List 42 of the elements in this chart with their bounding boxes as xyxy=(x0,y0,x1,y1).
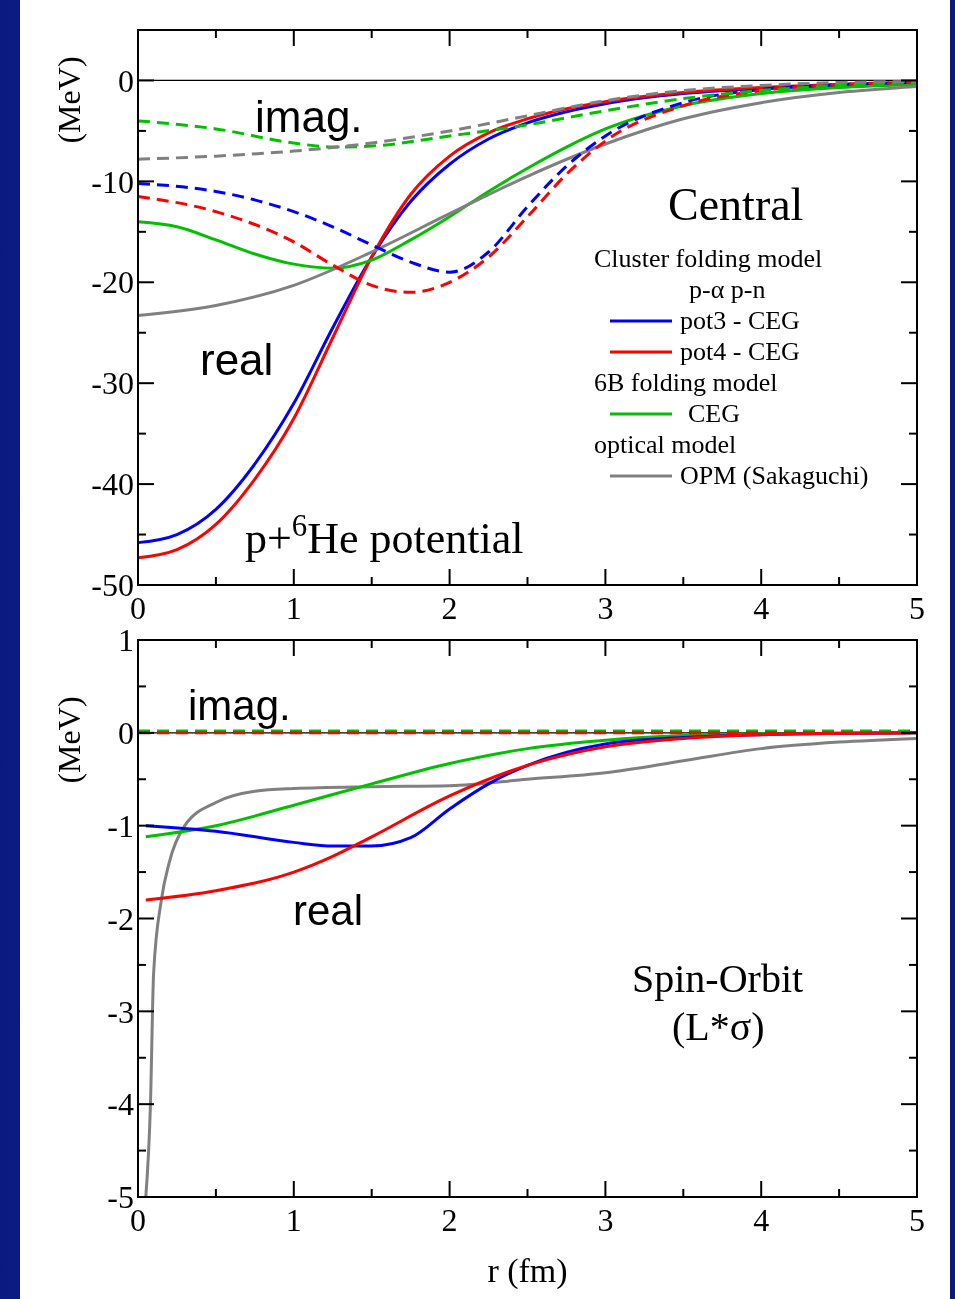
annotation: real xyxy=(293,887,364,934)
annotation: p+$^{6}$He potential xyxy=(245,509,524,563)
y-axis-title: (MeV) xyxy=(51,56,87,144)
annotation: 6B folding model xyxy=(594,368,778,397)
legend-label: pot4 - CEG xyxy=(680,337,800,366)
x-tick-label: 1 xyxy=(285,590,302,626)
line-series xyxy=(136,79,919,161)
annotation: real xyxy=(200,335,274,384)
x-tick-label: 2 xyxy=(441,590,458,626)
annotation: imag. xyxy=(255,92,363,141)
legend-label: pot3 - CEG xyxy=(680,306,800,335)
y-tick-label: 0 xyxy=(118,62,134,99)
legend-label: OPM (Sakaguchi) xyxy=(680,461,869,490)
line-series xyxy=(144,736,919,1199)
legend-label: CEG xyxy=(688,399,740,428)
x-tick-label: 4 xyxy=(753,590,770,626)
annotation: Central xyxy=(668,179,804,230)
x-tick-label: 3 xyxy=(597,1202,614,1238)
x-axis-title: r (fm) xyxy=(487,1252,568,1290)
x-tick-label: 2 xyxy=(441,1202,458,1238)
y-tick-label: -4 xyxy=(107,1086,134,1123)
annotation: (L*σ) xyxy=(672,1004,765,1049)
annotation: Spin-Orbit xyxy=(632,956,804,1001)
y-tick-label: 0 xyxy=(118,715,134,752)
annotation: imag. xyxy=(188,682,291,729)
y-tick-label: -20 xyxy=(91,264,134,301)
y-tick-label: -3 xyxy=(107,993,134,1030)
x-tick-label: 5 xyxy=(909,1202,925,1238)
y-tick-label: 1 xyxy=(118,622,134,659)
y-tick-label: -1 xyxy=(107,807,134,844)
x-tick-label: 3 xyxy=(597,590,614,626)
y-tick-label: -40 xyxy=(91,466,134,503)
y-tick-label: -30 xyxy=(91,365,134,402)
annotation: Cluster folding model xyxy=(594,244,823,273)
x-tick-label: 5 xyxy=(909,590,925,626)
x-tick-label: 1 xyxy=(285,1202,302,1238)
annotation: optical model xyxy=(594,430,737,459)
y-axis-title: (MeV) xyxy=(51,696,87,784)
y-tick-label: -2 xyxy=(107,900,134,937)
annotation: p-α p-n xyxy=(689,275,766,304)
y-tick-label: -10 xyxy=(91,163,134,200)
x-tick-label: 4 xyxy=(753,1202,770,1238)
